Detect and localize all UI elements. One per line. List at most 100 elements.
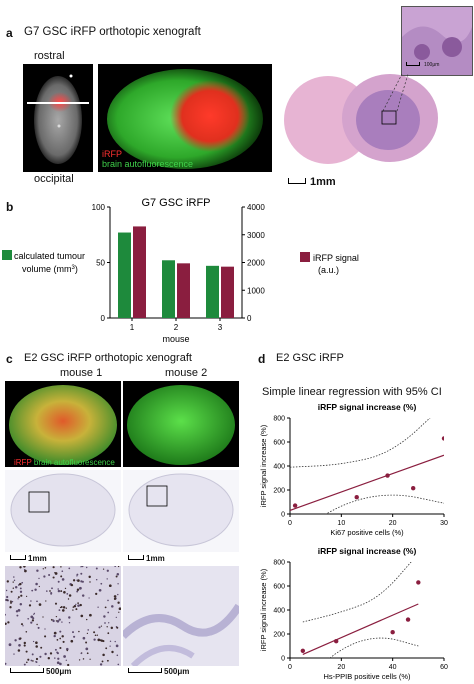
scatter-y-tick-label: 400 xyxy=(273,464,285,471)
legend-tumour-line1: calculated tumour xyxy=(14,251,85,261)
mouse1-ihc-zoom-image xyxy=(4,565,122,667)
mouse1-ihc-section-image xyxy=(5,470,121,552)
scatter-ylabel: iRFP signal increase (%) xyxy=(259,424,268,507)
bar-tumour-volume-1 xyxy=(118,232,131,318)
bar-tumour-volume-3 xyxy=(206,265,219,318)
brain-section-fluorescence-image xyxy=(98,64,272,172)
chart-b-right-tick-label: 2000 xyxy=(247,259,265,268)
legend-autofluorescence-a: brain autofluorescence xyxy=(102,159,194,169)
panel-b-letter: b xyxy=(6,200,14,214)
mouse2-ihc-zoom-image xyxy=(120,566,243,669)
scatter-x-tick-label: 20 xyxy=(389,520,397,527)
scatter-y-tick-label: 800 xyxy=(273,560,285,567)
scalebar-c1 xyxy=(10,555,26,560)
legend-irfp-c: iRFP xyxy=(14,458,32,467)
data-point-3 xyxy=(411,486,416,491)
whole-brain-fluorescence-image xyxy=(23,64,93,172)
scatter-x-tick-label: 40 xyxy=(389,664,397,671)
inset-scalebar-label: 100μm xyxy=(424,62,440,68)
scalebar-a xyxy=(288,178,306,184)
legend-irfp-a: iRFP xyxy=(102,149,122,159)
scalebar-c3 xyxy=(10,668,44,673)
chart-b-right-tick-label: 3000 xyxy=(247,231,265,240)
label-mouse-1: mouse 1 xyxy=(60,367,103,379)
panel-a-letter: a xyxy=(6,26,13,40)
data-point-4 xyxy=(441,436,444,441)
bar-tumour-volume-2 xyxy=(162,260,175,318)
data-point-1 xyxy=(354,495,359,500)
scalebar-c1-label: 1mm xyxy=(28,554,47,563)
scatter-x-tick-label: 60 xyxy=(440,664,448,671)
data-point-2 xyxy=(385,473,390,478)
legend-autofluorescence-c: brain autofluorescence xyxy=(33,458,115,467)
scatter-x-tick-label: 0 xyxy=(288,664,292,671)
scatter-title: iRFP signal increase (%) xyxy=(318,546,417,556)
scalebar-c2-label: 1mm xyxy=(146,554,165,563)
ci-lower-band xyxy=(329,637,419,658)
scatter-x-tick-label: 30 xyxy=(440,520,448,527)
scatter-y-tick-label: 200 xyxy=(273,632,285,639)
data-point-0 xyxy=(300,648,306,653)
ci-lower-band xyxy=(325,494,444,514)
scatter-y-tick-label: 0 xyxy=(281,512,285,519)
scatter-y-tick-label: 400 xyxy=(273,608,285,615)
legend-irfp-line2: (a.u.) xyxy=(318,265,339,275)
scatter-y-tick-label: 800 xyxy=(273,416,285,423)
scatter-xlabel: Ki67 positive cells (%) xyxy=(330,528,404,537)
bar-irfp-signal-3 xyxy=(221,266,234,318)
scatter-xlabel: Hs-PPIB positive cells (%) xyxy=(323,672,411,681)
chart-b-left-tick-label: 0 xyxy=(101,314,106,323)
bar-irfp-signal-2 xyxy=(177,263,190,318)
chart-b-x-tick-label: 2 xyxy=(174,323,179,332)
scatter-x-tick-label: 20 xyxy=(337,664,345,671)
scalebar-c3-label: 500μm xyxy=(46,667,72,676)
chart-b-title: G7 GSC iRFP xyxy=(141,197,210,209)
scatter-y-tick-label: 600 xyxy=(273,584,285,591)
scatter-ki67: iRFP signal increase (%) 0 200 400 600 800 0 10… xyxy=(259,402,448,537)
scatter-hsppib: iRFP signal increase (%) 0 200 400 600 800 0 20… xyxy=(259,546,448,681)
scalebar-a-label: 1mm xyxy=(310,176,336,188)
he-inset-image xyxy=(401,6,473,76)
label-mouse-2: mouse 2 xyxy=(165,367,208,379)
mouse1-fluorescence-image xyxy=(5,381,121,467)
scalebar-c2 xyxy=(128,555,144,560)
label-occipital: occipital xyxy=(34,173,74,185)
scatter-y-tick-label: 0 xyxy=(281,656,285,663)
ci-upper-band xyxy=(302,562,412,623)
regression-line xyxy=(290,454,444,511)
data-point-4 xyxy=(416,580,421,585)
chart-b-right-tick-label: 1000 xyxy=(247,286,265,295)
chart-b-left-tick-label: 50 xyxy=(96,259,105,268)
chart-b-right-tick-label: 4000 xyxy=(247,203,265,212)
chart-b-left-tick-label: 100 xyxy=(92,203,106,212)
data-point-2 xyxy=(390,630,395,635)
mouse2-ihc-section-image xyxy=(123,470,239,552)
scatter-plot-area xyxy=(300,562,421,658)
panel-d-subtitle: Simple linear regression with 95% CI xyxy=(262,386,442,398)
ci-upper-band xyxy=(290,418,431,468)
chart-b-x-tick-label: 1 xyxy=(130,323,135,332)
scatter-plot-area xyxy=(290,418,444,514)
legend-tumour-line2: volume (mm3) xyxy=(22,264,78,274)
panel-c-title: E2 GSC iRFP orthotopic xenograft xyxy=(24,352,192,364)
regression-line xyxy=(302,603,419,655)
legend-swatch-tumour xyxy=(2,250,12,260)
data-point-1 xyxy=(334,639,339,644)
chart-b-right-tick-label: 0 xyxy=(247,314,252,323)
scatter-y-tick-label: 600 xyxy=(273,440,285,447)
scatter-x-tick-label: 0 xyxy=(288,520,292,527)
inset-scalebar xyxy=(406,62,420,66)
scalebar-c4 xyxy=(128,668,162,673)
panel-d-title: E2 GSC iRFP xyxy=(276,352,344,364)
data-point-3 xyxy=(405,617,411,622)
panel-c-letter: c xyxy=(6,352,13,366)
scatter-title: iRFP signal increase (%) xyxy=(318,402,417,412)
panel-d-letter: d xyxy=(258,352,266,366)
he-section-image xyxy=(278,64,444,172)
scatter-y-tick-label: 200 xyxy=(273,488,285,495)
scatter-x-tick-label: 10 xyxy=(337,520,345,527)
legend-swatch-irfp xyxy=(300,252,310,262)
mouse2-fluorescence-image xyxy=(123,381,239,467)
inset-connector-lines xyxy=(382,73,409,112)
